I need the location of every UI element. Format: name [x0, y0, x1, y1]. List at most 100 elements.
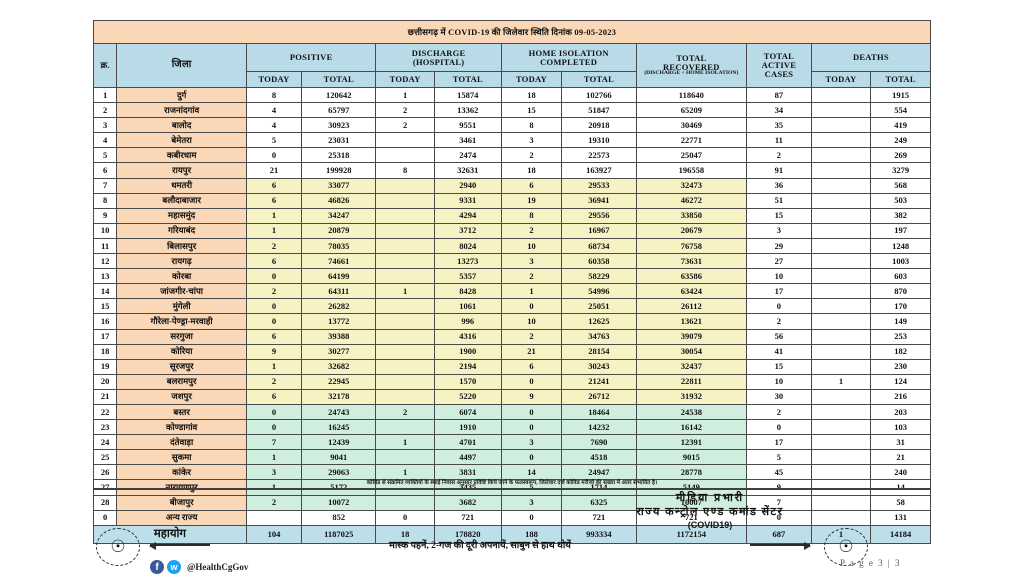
row-district-name: राजनांदगांव	[116, 102, 247, 119]
table-row: 11 बिलासपुर 2 78035 8024 10 68734 76758 29 1248	[92, 237, 931, 255]
row-discharge-today: 1	[375, 86, 435, 104]
header-sub-row: TODAY TOTAL TODAY TOTAL TODAY TOTAL TODA…	[94, 71, 931, 88]
th-discharge-total: TOTAL	[433, 71, 502, 88]
table-row: 16 गौरेला-पेण्ड्रा-मरवाही 0 13772 996 10 12625…	[92, 313, 931, 330]
row-discharge-today	[375, 132, 435, 149]
row-serial-number: 8	[92, 192, 118, 209]
row-district-name: गौरेला-पेण्ड्रा-मरवाही	[116, 313, 247, 330]
row-home-isolation-today: 0	[500, 449, 563, 466]
arrow-left-icon	[149, 541, 210, 550]
row-home-isolation-total: 29556	[561, 207, 637, 224]
row-district-name: जशपुर	[116, 388, 247, 405]
row-deaths-today	[810, 419, 872, 436]
row-deaths-total: 1915	[870, 86, 931, 104]
row-positive-today: 1	[245, 207, 303, 224]
row-total-active-cases: 34	[746, 102, 812, 119]
table-row: 9 महासमुंद 1 34247 4294 8 29556 33850 15 382	[92, 207, 931, 224]
row-total-recovered: 30469	[635, 117, 748, 134]
row-discharge-total: 8428	[433, 283, 502, 300]
page-number: P a g e 3 | 3	[840, 558, 901, 568]
row-positive-total: 12439	[301, 434, 377, 451]
row-total-active-cases: 17	[746, 283, 812, 300]
row-serial-number: 13	[92, 268, 118, 285]
row-total-active-cases: 10	[746, 373, 812, 390]
row-district-name: कोरिया	[116, 343, 247, 360]
row-serial-number: 11	[92, 237, 118, 255]
row-home-isolation-total: 19310	[561, 132, 637, 149]
table-row: 21 जशपुर 6 32178 5220 9 26712 31932 30 216	[92, 388, 931, 405]
th-positive-total: TOTAL	[301, 71, 377, 88]
row-home-isolation-total: 26712	[561, 388, 637, 405]
row-deaths-total: 1248	[870, 237, 931, 255]
row-home-isolation-today: 0	[500, 509, 563, 526]
row-deaths-total: 269	[870, 147, 931, 164]
twitter-icon[interactable]: w	[167, 560, 181, 574]
row-positive-today: 6	[245, 388, 303, 405]
row-home-isolation-today: 6	[500, 177, 563, 194]
row-total-active-cases: 0	[746, 509, 812, 526]
row-discharge-total: 4701	[433, 434, 502, 451]
row-home-isolation-total: 18464	[561, 403, 637, 421]
row-home-isolation-today: 0	[500, 298, 563, 315]
row-deaths-total: 197	[870, 222, 931, 239]
row-total-active-cases: 11	[746, 132, 812, 149]
row-deaths-total: 554	[870, 102, 931, 119]
row-serial-number: 2	[92, 102, 118, 119]
row-total-active-cases: 0	[746, 298, 812, 315]
table-row: 0 अन्य राज्य 852 0 721 0 721 721 0 131	[92, 509, 931, 526]
row-total-active-cases: 36	[746, 177, 812, 194]
table-row: 10 गरियाबंद 1 20879 3712 2 16967 20679 3 197	[92, 222, 931, 239]
row-serial-number: 3	[92, 117, 118, 134]
row-deaths-total: 170	[870, 298, 931, 315]
row-deaths-today	[810, 358, 872, 375]
table-body: 1 दुर्ग 8 120642 1 15874 18 102766 118640 87 1915 2…	[92, 86, 931, 526]
row-discharge-today: 1	[375, 464, 435, 481]
th-deaths-total: TOTAL	[870, 71, 931, 88]
table-row: 5 कबीरधाम 0 25318 2474 2 22573 25047 2 269	[92, 147, 931, 164]
row-discharge-today: 8	[375, 162, 435, 179]
row-district-name: कांकेर	[116, 464, 247, 481]
row-deaths-total: 230	[870, 358, 931, 375]
row-home-isolation-total: 7690	[561, 434, 637, 451]
row-home-isolation-today: 8	[500, 117, 563, 134]
row-home-isolation-today: 3	[500, 132, 563, 149]
row-positive-total: 30277	[301, 343, 377, 360]
row-deaths-today	[810, 343, 872, 360]
row-deaths-today	[810, 207, 872, 224]
row-positive-today: 9	[245, 343, 303, 360]
row-positive-today: 0	[245, 419, 303, 436]
row-positive-today	[245, 509, 303, 526]
row-discharge-today	[375, 222, 435, 239]
row-home-isolation-total: 29533	[561, 177, 637, 194]
row-home-isolation-today: 2	[500, 147, 563, 164]
table-row: 12 रायगढ़ 6 74661 13273 3 60358 73631 27 1003	[92, 253, 931, 270]
table-row: 17 सरगुजा 6 39388 4316 2 34763 39079 56 253	[92, 328, 931, 345]
row-deaths-today	[810, 388, 872, 405]
row-total-recovered: 24538	[635, 403, 748, 421]
grand-total-active: 687	[746, 524, 812, 544]
row-deaths-today	[810, 449, 872, 466]
row-total-active-cases: 29	[746, 237, 812, 255]
row-district-name: बलौदाबाजार	[116, 192, 247, 209]
row-home-isolation-total: 6325	[561, 494, 637, 511]
th-total-recovered-line2: RECOVERED	[663, 61, 720, 72]
row-positive-today: 21	[245, 162, 303, 179]
row-deaths-today	[810, 298, 872, 315]
row-positive-today: 7	[245, 434, 303, 451]
row-district-name: धमतरी	[116, 177, 247, 194]
row-positive-total: 32682	[301, 358, 377, 375]
th-total-active-line1: TOTAL	[763, 51, 795, 62]
social-handle[interactable]: @HealthCgGov	[187, 562, 249, 572]
th-positive: POSITIVE	[245, 43, 377, 72]
row-discharge-today	[375, 192, 435, 209]
row-discharge-today	[375, 313, 435, 330]
signature-line-3: (COVID19)	[687, 519, 733, 530]
row-home-isolation-total: 25051	[561, 298, 637, 315]
facebook-icon[interactable]: f	[150, 560, 164, 574]
social-links[interactable]: f w @HealthCgGov	[150, 560, 248, 574]
row-serial-number: 18	[92, 343, 118, 360]
row-discharge-today: 2	[375, 117, 435, 134]
row-positive-today: 2	[245, 283, 303, 300]
row-total-recovered: 33850	[635, 207, 748, 224]
